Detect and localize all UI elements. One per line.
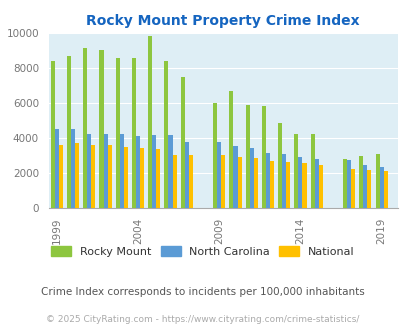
- Bar: [55, 129, 59, 208]
- Bar: [152, 135, 156, 208]
- Bar: [346, 160, 350, 208]
- Bar: [164, 61, 168, 208]
- Bar: [318, 165, 322, 208]
- Bar: [172, 154, 176, 208]
- Bar: [59, 145, 63, 208]
- Bar: [314, 159, 318, 208]
- Bar: [310, 134, 314, 208]
- Bar: [115, 58, 119, 208]
- Bar: [383, 171, 387, 208]
- Bar: [286, 162, 290, 208]
- Bar: [156, 149, 160, 208]
- Bar: [375, 154, 379, 208]
- Bar: [221, 155, 225, 208]
- Bar: [277, 123, 281, 208]
- Bar: [245, 105, 249, 208]
- Title: Rocky Mount Property Crime Index: Rocky Mount Property Crime Index: [86, 14, 359, 28]
- Bar: [107, 145, 111, 208]
- Bar: [140, 148, 144, 208]
- Bar: [217, 142, 221, 208]
- Bar: [237, 157, 241, 208]
- Bar: [298, 157, 302, 208]
- Bar: [342, 159, 346, 208]
- Bar: [132, 58, 136, 208]
- Bar: [103, 134, 107, 208]
- Bar: [379, 167, 383, 208]
- Bar: [124, 147, 128, 208]
- Bar: [213, 103, 217, 208]
- Bar: [229, 91, 233, 208]
- Bar: [261, 107, 265, 208]
- Bar: [119, 134, 124, 208]
- Bar: [91, 145, 95, 208]
- Bar: [269, 161, 273, 208]
- Bar: [184, 142, 188, 208]
- Bar: [253, 158, 257, 208]
- Bar: [367, 170, 371, 208]
- Bar: [75, 143, 79, 208]
- Bar: [168, 135, 172, 208]
- Bar: [362, 165, 367, 208]
- Bar: [358, 156, 362, 208]
- Text: Crime Index corresponds to incidents per 100,000 inhabitants: Crime Index corresponds to incidents per…: [41, 287, 364, 297]
- Bar: [67, 56, 71, 208]
- Text: © 2025 CityRating.com - https://www.cityrating.com/crime-statistics/: © 2025 CityRating.com - https://www.city…: [46, 315, 359, 324]
- Bar: [83, 48, 87, 208]
- Bar: [180, 77, 184, 208]
- Bar: [99, 50, 103, 208]
- Bar: [233, 146, 237, 208]
- Bar: [302, 163, 306, 208]
- Bar: [294, 134, 298, 208]
- Bar: [265, 153, 269, 208]
- Bar: [136, 136, 140, 208]
- Bar: [281, 154, 286, 208]
- Legend: Rocky Mount, North Carolina, National: Rocky Mount, North Carolina, National: [48, 243, 357, 260]
- Bar: [71, 129, 75, 208]
- Bar: [51, 61, 55, 208]
- Bar: [249, 148, 253, 208]
- Bar: [350, 169, 354, 208]
- Bar: [87, 134, 91, 208]
- Bar: [188, 155, 192, 208]
- Bar: [148, 37, 152, 208]
